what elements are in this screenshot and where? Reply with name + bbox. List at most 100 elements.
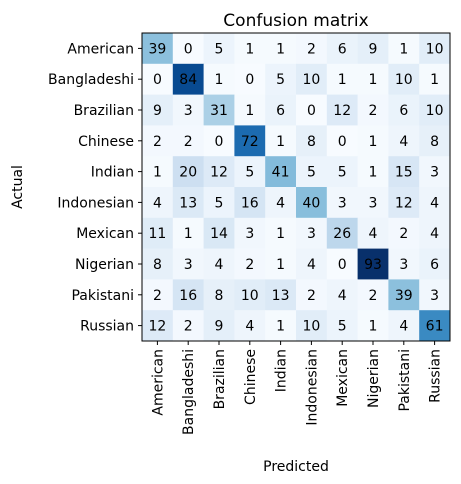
cell-value-label: 84	[179, 72, 197, 88]
cell-value-label: 5	[338, 319, 347, 335]
heatmap-cell	[388, 94, 420, 126]
cell-value-label: 6	[276, 103, 285, 119]
heatmap-cell	[203, 125, 235, 157]
cell-value-label: 4	[153, 195, 162, 211]
heatmap-cell	[203, 248, 235, 280]
cell-value-label: 9	[153, 103, 162, 119]
heatmap-cell	[388, 33, 420, 65]
cell-value-label: 2	[369, 288, 378, 304]
cell-value-label: 3	[338, 195, 347, 211]
cell-value-label: 1	[245, 103, 254, 119]
heatmap-cell	[142, 187, 174, 219]
cell-value-label: 1	[276, 41, 285, 57]
heatmap-cell	[388, 125, 420, 157]
heatmap-cell	[203, 279, 235, 311]
heatmap-cell	[265, 63, 297, 96]
cell-value-label: 72	[241, 134, 259, 150]
cell-value-label: 1	[153, 165, 162, 181]
cell-value-label: 1	[369, 165, 378, 181]
cell-value-label: 12	[148, 319, 166, 335]
cell-value-label: 2	[307, 288, 316, 304]
cell-value-label: 1	[276, 319, 285, 335]
heatmap-cell	[357, 33, 389, 65]
heatmap-cell	[419, 94, 451, 126]
heatmap-cells	[142, 33, 451, 342]
cell-value-label: 4	[430, 226, 439, 242]
heatmap-cell	[357, 156, 389, 188]
cell-value-label: 6	[430, 257, 439, 273]
heatmap-cell	[142, 156, 174, 188]
plot-frame	[141, 32, 451, 342]
cell-value-label: 10	[302, 319, 320, 335]
cell-value-label: 61	[426, 319, 444, 335]
heatmap-cell	[203, 187, 235, 219]
y-tick-label: Russian	[80, 319, 134, 335]
cell-value-label: 1	[369, 134, 378, 150]
cell-value-label: 0	[338, 257, 347, 273]
heatmap-cell	[203, 94, 235, 126]
x-tick-label: Indian	[274, 349, 290, 392]
heatmap-cell	[265, 94, 297, 126]
cell-value-label: 0	[307, 103, 316, 119]
heatmap-cell	[234, 33, 266, 65]
cell-value-label: 3	[369, 195, 378, 211]
y-axis-ticks: American Bangladeshi Brazilian Chinese India…	[48, 41, 142, 335]
heatmap-cell	[357, 187, 389, 219]
y-tick-label: Indian	[91, 165, 134, 181]
cell-value-label: 41	[272, 165, 290, 181]
heatmap-cell	[172, 33, 205, 65]
heatmap-cell	[265, 279, 297, 311]
heatmap-cell	[142, 33, 174, 65]
heatmap-cell	[296, 94, 328, 126]
heatmap-cell	[419, 248, 451, 280]
cell-value-label: 0	[153, 72, 162, 88]
cell-value-label: 1	[215, 72, 224, 88]
heatmap-cell	[296, 33, 328, 65]
heatmap-cell	[357, 279, 389, 311]
heatmap-cell	[265, 310, 297, 342]
heatmap-cell	[419, 125, 451, 157]
heatmap-cell	[234, 94, 266, 126]
heatmap-cell	[203, 217, 235, 250]
cell-value-label: 15	[395, 165, 413, 181]
cell-value-label: 14	[210, 226, 228, 242]
cell-value-label: 8	[153, 257, 162, 273]
heatmap-cell	[172, 248, 205, 280]
cell-value-label: 3	[245, 226, 254, 242]
heatmap-cell	[326, 217, 359, 250]
heatmap-cell	[296, 156, 328, 188]
cell-value-label: 9	[369, 41, 378, 57]
heatmap-cell	[172, 310, 205, 342]
heatmap-cell	[142, 63, 174, 96]
heatmap-cell	[142, 125, 174, 157]
cell-value-label: 26	[333, 226, 351, 242]
y-tick-label: Bangladeshi	[48, 72, 134, 88]
heatmap-cell	[326, 125, 359, 157]
cell-value-label: 9	[215, 319, 224, 335]
heatmap-cell	[388, 217, 420, 250]
x-tick-label: Brazilian	[212, 349, 228, 409]
x-tick-label: Pakistani	[397, 349, 413, 412]
cell-value-label: 13	[179, 195, 197, 211]
heatmap-cell	[419, 279, 451, 311]
cell-value-label: 1	[184, 226, 193, 242]
heatmap-cell	[142, 279, 174, 311]
y-tick-label: Nigerian	[75, 257, 134, 273]
heatmap-cell	[296, 217, 328, 250]
cell-value-label: 11	[148, 226, 166, 242]
heatmap-cell	[419, 187, 451, 219]
heatmap-cell	[419, 33, 451, 65]
cell-value-label: 8	[430, 134, 439, 150]
heatmap-cell	[326, 279, 359, 311]
heatmap-cell	[357, 94, 389, 126]
x-tick-label: American	[150, 349, 166, 416]
heatmap-cell	[326, 156, 359, 188]
heatmap-cell	[357, 310, 389, 342]
cell-value-label: 12	[395, 195, 413, 211]
cell-value-label: 4	[430, 195, 439, 211]
x-tick-label: Mexican	[335, 349, 351, 407]
heatmap-cell	[203, 310, 235, 342]
y-tick-label: Indonesian	[57, 195, 134, 211]
cell-value-label: 8	[307, 134, 316, 150]
